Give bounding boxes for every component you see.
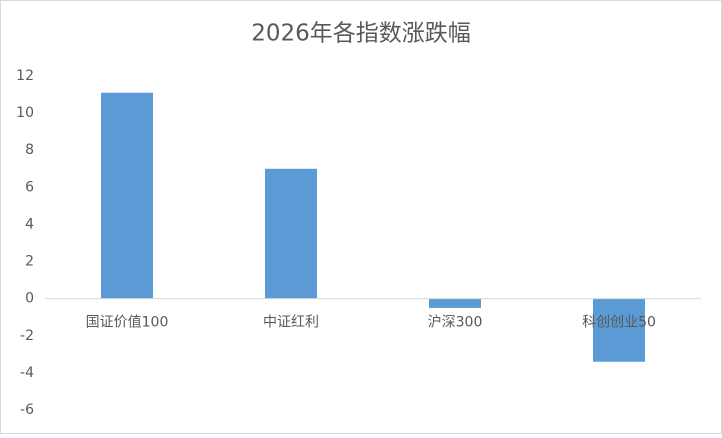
x-tick-label: 中证红利 [263,315,319,331]
y-tick-label: 10 [16,105,34,121]
y-tick-label: -6 [20,402,34,418]
chart-title: 2026年各指数涨跌幅 [251,21,471,47]
y-tick-label: -2 [20,328,34,344]
y-tick-label: 2 [25,254,34,270]
y-tick-label: 0 [25,291,34,307]
x-tick-label: 沪深300 [428,315,483,331]
bar [265,168,317,299]
x-tick-label: 国证价值100 [86,315,169,331]
bar [593,298,645,362]
bar [429,298,481,308]
y-tick-label: -4 [20,365,34,381]
y-tick-label: 6 [25,179,34,195]
y-tick-label: 8 [25,142,34,158]
y-tick-label: 12 [16,68,34,84]
y-tick-label: 4 [25,216,34,232]
x-tick-label: 科创创业50 [582,315,656,331]
bar [101,92,153,299]
